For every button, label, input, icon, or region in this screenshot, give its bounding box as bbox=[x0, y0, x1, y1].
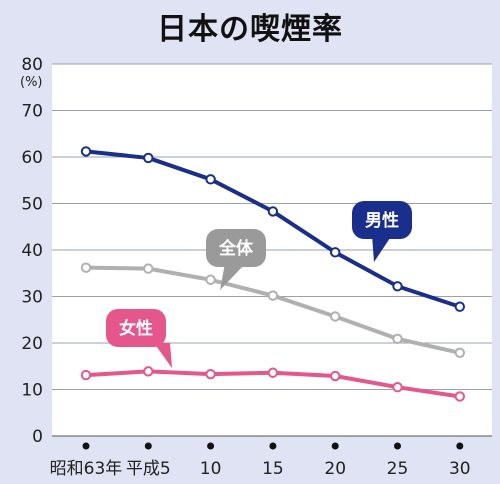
data-point bbox=[80, 262, 92, 273]
x-tick-label: 20 bbox=[324, 459, 346, 479]
male-label-bubble-label: 男性 bbox=[365, 210, 399, 231]
female-label-bubble-box bbox=[106, 309, 166, 347]
total-label-bubble-box bbox=[206, 229, 266, 267]
female-label-bubble: 女性 bbox=[106, 309, 172, 368]
data-point bbox=[392, 281, 403, 292]
male-label-bubble-box bbox=[352, 201, 412, 239]
data-point bbox=[330, 247, 341, 258]
data-point bbox=[267, 206, 279, 217]
male-label-bubble: 男性 bbox=[352, 201, 412, 262]
x-tick-dot bbox=[331, 442, 339, 450]
data-point bbox=[454, 391, 465, 402]
y-tick-label: 0 bbox=[32, 427, 43, 447]
data-point bbox=[392, 381, 403, 393]
x-tick-dot bbox=[269, 442, 277, 450]
x-tick-dot bbox=[82, 442, 90, 450]
data-point bbox=[205, 274, 216, 285]
data-point bbox=[454, 301, 465, 312]
data-point bbox=[330, 311, 341, 322]
data-point bbox=[454, 347, 465, 358]
data-point bbox=[205, 368, 216, 380]
x-tick-label: 昭和63年 bbox=[50, 459, 123, 479]
y-tick-label: 50 bbox=[21, 195, 43, 215]
data-point bbox=[80, 369, 92, 381]
x-tick-label: 10 bbox=[200, 459, 222, 479]
y-tick-label: 30 bbox=[21, 288, 43, 308]
data-point bbox=[267, 290, 279, 301]
x-tick-label: 30 bbox=[449, 459, 471, 479]
x-tick-dot bbox=[207, 442, 215, 450]
data-point bbox=[143, 366, 154, 377]
x-tick-dot bbox=[144, 442, 152, 450]
male-label-bubble-tail bbox=[372, 235, 392, 262]
x-tick-label: 25 bbox=[387, 459, 409, 479]
total-label-bubble-tail bbox=[220, 263, 246, 290]
y-tick-label: 40 bbox=[21, 241, 43, 261]
female-label-bubble-label: 女性 bbox=[119, 318, 153, 339]
x-tick-dot bbox=[394, 442, 401, 450]
data-point bbox=[267, 367, 279, 378]
x-tick-label: 平成5 bbox=[126, 459, 171, 479]
y-tick-label: 80 bbox=[21, 55, 43, 75]
x-tick-dot bbox=[456, 442, 464, 450]
data-point bbox=[392, 333, 403, 345]
y-tick-label: 70 bbox=[21, 102, 43, 122]
female-label-bubble-tail bbox=[154, 343, 172, 368]
data-point bbox=[80, 146, 92, 157]
x-tick-label: 15 bbox=[262, 459, 284, 479]
total-label-bubble-label: 全体 bbox=[218, 238, 254, 259]
data-point bbox=[330, 370, 341, 382]
y-tick-label: 60 bbox=[21, 148, 43, 168]
data-point bbox=[205, 174, 216, 185]
total-label-bubble: 全体 bbox=[206, 229, 266, 290]
y-axis-unit-label: (%) bbox=[20, 75, 43, 90]
data-point bbox=[143, 263, 154, 274]
y-tick-label: 20 bbox=[21, 334, 43, 354]
chart-title: 日本の喫煙率 bbox=[157, 12, 343, 47]
y-tick-label: 10 bbox=[21, 381, 43, 401]
data-point bbox=[143, 152, 154, 164]
